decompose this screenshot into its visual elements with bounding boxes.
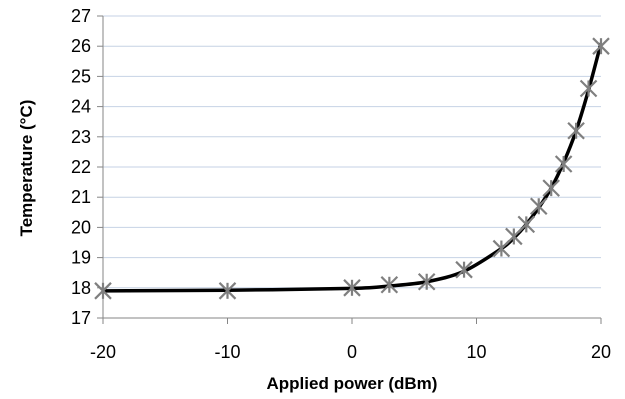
data-point-0 [94,282,112,300]
y-tick-label-23: 23 [71,127,91,147]
data-point-2 [343,279,361,297]
fit-line [102,42,603,293]
data-point-10 [542,179,560,197]
y-tick-labels: 17 18 19 20 21 22 23 24 25 26 27 [71,6,91,328]
y-tick-label-21: 21 [71,187,91,207]
axes [97,15,602,324]
data-point-11 [554,155,573,173]
x-tick-label--10: -10 [214,342,240,362]
y-tick-label-25: 25 [71,66,91,86]
fit-line-group [102,42,603,293]
data-point-5 [455,260,473,279]
x-tick-label-20: 20 [591,342,611,362]
y-tick-label-17: 17 [71,308,91,328]
y-tick-label-26: 26 [71,36,91,56]
data-point-13 [579,79,598,98]
data-point-14 [592,37,610,55]
y-tick-label-20: 20 [71,217,91,237]
y-tick-label-22: 22 [71,157,91,177]
x-tick-label-0: 0 [347,342,357,362]
data-point-8 [517,215,536,234]
x-tick-labels: -20 -10 0 10 20 [90,342,611,362]
x-axis-label: Applied power (dBm) [267,374,438,393]
y-tick-label-27: 27 [71,6,91,26]
data-point-3 [380,276,399,294]
y-tick-label-19: 19 [71,248,91,268]
y-axis-label: Temperature (°C) [17,100,36,237]
data-point-12 [567,121,585,140]
grid-lines [103,15,601,289]
x-tick-label--20: -20 [90,342,116,362]
y-tick-label-24: 24 [71,97,91,117]
data-point-9 [529,197,548,216]
data-point-1 [218,282,237,300]
data-markers [94,37,610,300]
y-tick-label-18: 18 [71,278,91,298]
data-point-4 [417,272,436,291]
x-tick-label-10: 10 [466,342,486,362]
